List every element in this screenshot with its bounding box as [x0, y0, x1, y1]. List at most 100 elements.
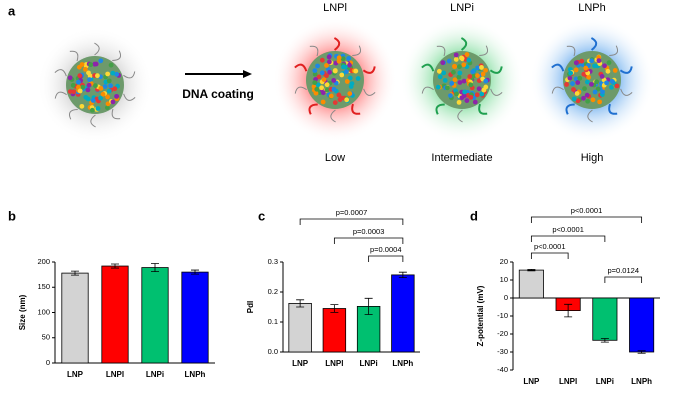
particle-label: LNPi: [450, 2, 474, 14]
particle-dot: [457, 64, 462, 70]
particle-dot: [582, 86, 587, 92]
particle-dot: [98, 58, 104, 64]
x-tick-label: LNP: [292, 359, 309, 368]
particle-dot: [605, 68, 611, 74]
x-tick-label: LNPl: [106, 370, 124, 379]
particle-dot: [585, 98, 591, 104]
particle-dot: [92, 61, 98, 67]
bracket-label: p<0.0001: [534, 242, 566, 251]
strand: [68, 109, 78, 120]
particle-dot: [604, 80, 609, 86]
particle-dot: [448, 93, 453, 98]
particle-dot: [348, 84, 354, 89]
arrow-label: DNA coating: [182, 87, 254, 101]
bar: [629, 297, 655, 353]
particle-dot: [440, 60, 446, 66]
particle-dot: [567, 75, 573, 81]
bracket: [530, 235, 606, 242]
x-tick-label: LNPi: [146, 370, 164, 379]
bracket: [530, 216, 643, 223]
particle-dot: [436, 68, 442, 74]
particle-dot: [85, 87, 91, 93]
bar: [518, 269, 544, 299]
particle-dot: [95, 106, 101, 111]
particle-dot: [108, 83, 113, 89]
particle-dot: [112, 86, 118, 92]
particle-dot: [459, 56, 465, 61]
particle-dot: [472, 99, 478, 105]
x-tick-label: LNPh: [185, 370, 206, 379]
particle-dot: [480, 71, 486, 77]
particle-dot: [344, 97, 350, 103]
strand: [308, 103, 318, 115]
particle-dot: [475, 73, 480, 78]
particle-dot: [453, 57, 459, 62]
particle-dot: [347, 91, 353, 97]
particle-dot: [483, 67, 488, 73]
particle-dot: [87, 77, 92, 83]
particle-dot: [449, 80, 455, 86]
strand: [490, 88, 503, 96]
bracket-label: p=0.0004: [370, 245, 402, 254]
panel-label: b: [8, 208, 16, 223]
particle-dot: [315, 63, 320, 69]
strand: [489, 66, 503, 74]
particle-dot: [324, 87, 330, 93]
particle-dot: [339, 72, 345, 78]
bracket: [604, 276, 643, 283]
particle-dot: [609, 78, 615, 84]
strand: [69, 50, 79, 62]
particle-dot: [479, 65, 484, 70]
particle-dot: [341, 64, 346, 70]
panel-label: d: [470, 208, 478, 223]
particle-dot: [344, 79, 350, 84]
y-tick-label: -10: [497, 311, 508, 320]
particle-dot: [456, 99, 462, 105]
particle-dot: [324, 63, 329, 68]
bracket-label: p<0.0001: [571, 206, 603, 215]
error-bar: [398, 271, 407, 278]
error-bar: [191, 269, 199, 275]
particle-dot: [82, 66, 88, 72]
particle-dot: [347, 62, 352, 68]
strand: [123, 71, 136, 79]
strand: [551, 63, 565, 72]
particle-dot: [79, 103, 85, 109]
error-bar: [111, 263, 119, 269]
particle-dot: [575, 98, 581, 104]
particle-dot: [312, 80, 318, 86]
particle-dot: [599, 73, 605, 79]
bracket: [333, 237, 404, 244]
particle-dot: [102, 84, 108, 89]
bar: [61, 272, 89, 364]
particle-dot: [589, 58, 594, 64]
strand: [566, 45, 576, 57]
particle-dot: [70, 82, 76, 88]
strand: [352, 45, 362, 56]
y-tick-label: 150: [37, 282, 50, 291]
particle-dot: [446, 58, 452, 64]
y-tick-label: 100: [37, 307, 50, 316]
strand: [479, 45, 489, 56]
particle-dot: [104, 105, 110, 111]
strand: [54, 91, 67, 99]
particle-dot: [609, 84, 614, 90]
strand: [362, 66, 376, 74]
particle-dot: [316, 74, 322, 80]
particle-dot: [105, 101, 111, 107]
strand: [330, 109, 336, 123]
particle-dot: [481, 87, 487, 93]
particle-dot: [579, 58, 585, 64]
x-tick-label: LNPl: [559, 377, 577, 386]
particle-dot: [479, 91, 485, 97]
particle-dot: [594, 79, 599, 85]
level-label: High: [581, 152, 604, 164]
strand: [94, 42, 100, 56]
particle-dot: [324, 82, 330, 88]
particle-dot: [573, 67, 579, 73]
strand: [551, 86, 564, 94]
strand: [565, 103, 575, 115]
particle-dot: [110, 99, 116, 105]
x-tick-label: LNPh: [631, 377, 652, 386]
strand: [294, 86, 307, 94]
